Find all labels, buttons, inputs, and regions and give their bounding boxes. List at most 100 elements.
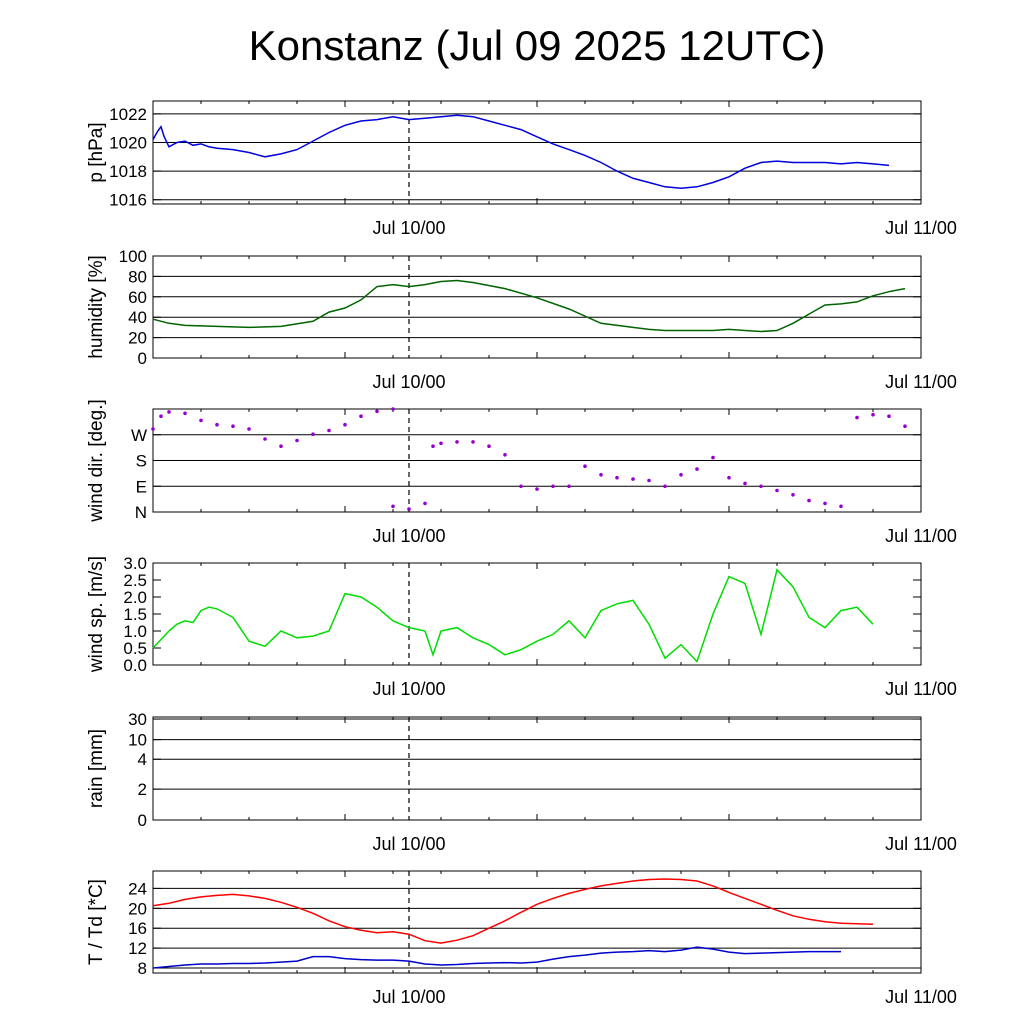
x-tick-label: Jul 10/00: [372, 987, 445, 1007]
wind-direction-point: [375, 409, 379, 414]
wind-direction-point: [231, 424, 235, 429]
wind-direction-point: [159, 414, 163, 419]
wind-direction-point: [503, 453, 507, 457]
y-tick-label: 1.5: [123, 605, 147, 624]
y-tick-label: 1.0: [123, 622, 147, 641]
y-tick-label: 20: [128, 329, 147, 348]
y-tick-label: 0: [138, 811, 147, 830]
wind-direction-point: [327, 428, 331, 433]
y-tick-label: 8: [138, 959, 147, 978]
wind-direction-point: [711, 455, 715, 460]
x-tick-label: Jul 11/00: [885, 987, 957, 1007]
series-line-1: [152, 878, 874, 944]
wind-direction-point: [631, 477, 635, 481]
x-tick-label: Jul 11/00: [885, 372, 957, 392]
wind-direction-point: [775, 488, 779, 493]
series-line-1: [152, 114, 890, 190]
wind-direction-point: [663, 484, 667, 489]
x-tick-label: Jul 10/00: [372, 526, 445, 546]
plot-frame: [152, 255, 922, 359]
wind-direction-point: [247, 427, 251, 431]
y-tick-label: 60: [128, 288, 147, 307]
y-tick-label: E: [136, 477, 147, 496]
wind-direction-point: [743, 481, 747, 486]
x-tick-label: Jul 11/00: [885, 834, 957, 854]
y-tick-label: 3.0: [123, 554, 147, 573]
wind-direction-point: [903, 424, 907, 429]
y-tick-label: 4: [138, 750, 147, 769]
wind-direction-point: [647, 478, 651, 483]
wind-direction-point: [455, 440, 459, 444]
wind-direction-point: [615, 475, 619, 480]
x-tick-label: Jul 10/00: [372, 372, 445, 392]
y-tick-label: 0: [138, 349, 147, 368]
wind-direction-point: [583, 464, 587, 469]
wind-direction-point: [263, 437, 267, 441]
y-axis-label: wind sp. [m/s]: [86, 556, 107, 673]
y-tick-label: 10: [128, 731, 147, 750]
y-tick-label: 40: [128, 308, 147, 327]
wind-direction-point: [295, 438, 299, 443]
wind-direction-point: [535, 487, 539, 491]
y-tick-label: W: [131, 426, 147, 445]
wind-direction-point: [887, 414, 891, 419]
plot-frame: [152, 870, 922, 974]
wind-direction-point: [215, 422, 219, 427]
chart-panel-1: 1016 1018 1020 1022 Jul 10/00 Jul 11/00 p [hPa…: [86, 100, 957, 238]
wind-direction-point: [855, 415, 859, 420]
chart-panel-4: 0.00.51.01.52.02.53.0 Jul 10/00 Jul 11/00 w…: [86, 554, 957, 699]
wind-direction-point: [839, 504, 843, 509]
wind-direction-point: [439, 441, 443, 446]
wind-direction-point: [519, 484, 523, 489]
series-line-2: [152, 946, 841, 969]
wind-direction-point: [823, 501, 827, 506]
y-tick-label: 2.0: [123, 588, 147, 607]
y-tick-label: 2: [138, 780, 147, 799]
wind-direction-point: [423, 501, 427, 506]
y-tick-label: 0.0: [123, 656, 147, 675]
wind-direction-point: [279, 444, 283, 449]
wind-direction-point: [183, 411, 187, 416]
x-tick-label: Jul 11/00: [885, 218, 957, 238]
x-tick-label: Jul 11/00: [885, 526, 957, 546]
x-tick-label: Jul 11/00: [885, 679, 957, 699]
wind-direction-point: [391, 407, 395, 411]
x-tick-label: Jul 10/00: [372, 679, 445, 699]
y-tick-label: 24: [128, 879, 147, 898]
y-tick-label: 2.5: [123, 571, 147, 590]
wind-direction-point: [407, 507, 411, 511]
wind-direction-point: [391, 504, 395, 509]
y-tick-label: 1022: [109, 105, 147, 124]
wind-direction-point: [759, 484, 763, 489]
wind-direction-point: [471, 440, 475, 444]
y-axis-label: rain [mm]: [86, 729, 107, 808]
y-tick-label: 1020: [109, 133, 147, 152]
wind-direction-point: [311, 432, 315, 437]
chart-title: Konstanz (Jul 09 2025 12UTC): [248, 22, 826, 69]
chart-panel-5: 0 2 410 30 Jul 10/00 Jul 11/00 rain [mm]: [86, 710, 957, 854]
y-tick-label: 12: [128, 939, 147, 958]
wind-direction-point: [431, 444, 435, 449]
wind-direction-point: [487, 444, 491, 449]
wind-direction-point: [807, 498, 811, 503]
y-axis-label: T / Td [*C]: [86, 879, 107, 965]
plot-frame: [152, 562, 922, 666]
y-tick-label: 20: [128, 899, 147, 918]
y-tick-label: S: [136, 452, 147, 471]
y-tick-label: N: [135, 503, 147, 522]
x-tick-label: Jul 10/00: [372, 834, 445, 854]
wind-direction-point: [599, 473, 603, 477]
y-tick-label: 80: [128, 267, 147, 286]
plot-frame: [152, 100, 922, 205]
wind-direction-point: [151, 427, 155, 431]
wind-direction-point: [871, 412, 875, 417]
series-line-1: [152, 279, 906, 333]
y-tick-label: 100: [119, 247, 147, 266]
wind-direction-point: [567, 484, 571, 489]
plot-frame: [152, 716, 922, 821]
y-axis-label: humidity [%]: [86, 255, 107, 358]
y-tick-label: 16: [128, 919, 147, 938]
